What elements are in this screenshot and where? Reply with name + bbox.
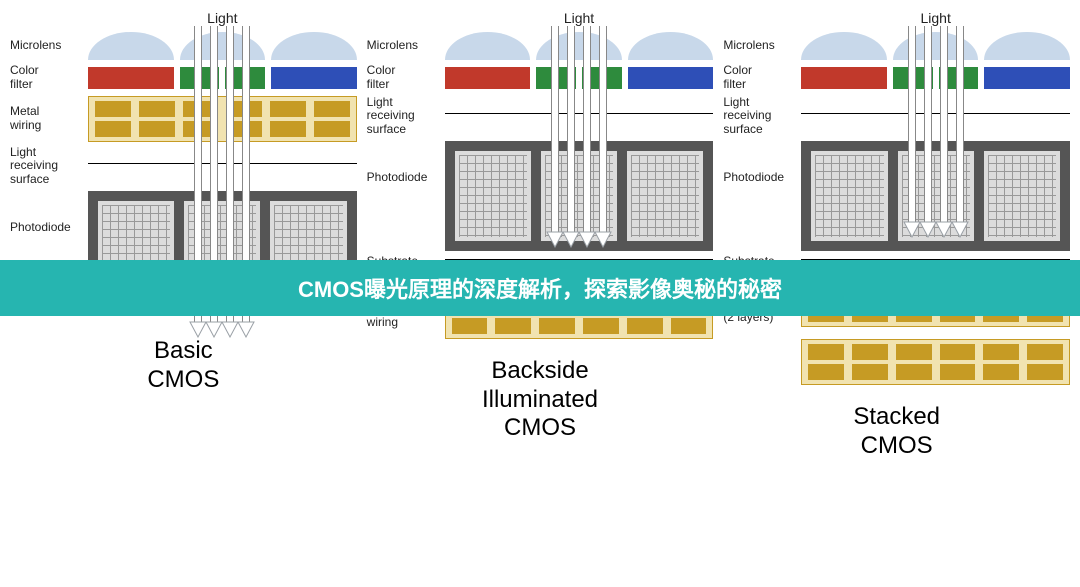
cf-red [801,67,887,89]
cf-blue [628,67,714,89]
microlens-label: Microlens [723,39,801,53]
arrow-head-icon [205,320,223,338]
lightrecv-art [88,163,357,169]
photodiode-cell [810,150,888,242]
microlens-art [445,32,714,60]
column-caption: BacksideIlluminatedCMOS [367,357,714,443]
light-label-row: Light [723,10,1070,28]
microlens [984,32,1070,60]
photodiode-row: Photodiode [723,141,1070,251]
microlens [271,32,357,60]
photodiode-cell [897,150,975,242]
photodiode-label: Photodiode [723,171,795,185]
microlens [893,32,979,60]
diagram-stage: LightMicrolensColorfilterMetalwiringLigh… [0,0,1080,460]
microlens [445,32,531,60]
light-label-row: Light [10,10,357,28]
metalwiring-block: Metalwiring [10,96,357,146]
light-label: Light [88,10,357,26]
column-caption: StackedCMOS [723,403,1070,461]
light-label: Light [801,10,1070,26]
colorfilter-art [88,67,357,89]
photodiode-label-wrap: Photodiode [10,191,88,235]
microlens-row: Microlens [723,32,1070,60]
photodiode-art [445,141,714,251]
microlens-label: Microlens [10,39,88,53]
metalwiring-art [801,339,1070,385]
microlens-row: Microlens [367,32,714,60]
lightrecv-label: Lightreceivingsurface [723,96,801,137]
microlens-art [801,32,1070,60]
lightrecv-label: Lightreceivingsurface [367,96,445,137]
colorfilter-row: Colorfilter [723,64,1070,92]
light-label-row: Light [367,10,714,28]
photodiode-cell [540,150,618,242]
column-bsi: LightMicrolens Colorfilter Lightreceivings… [367,10,714,460]
photodiode-cell [983,150,1061,242]
colorfilter-label: Colorfilter [10,64,88,92]
lightrecv-art [445,113,714,119]
title-banner: CMOS曝光原理的深度解析，探索影像奥秘的秘密 [0,260,1080,316]
photodiode-label-wrap: Photodiode [723,141,801,185]
microlens-row: Microlens [10,32,357,60]
colorfilter-art [445,67,714,89]
colorfilter-row: Colorfilter [367,64,714,92]
light-label: Light [445,10,714,26]
lightrecv-row: Lightreceivingsurface [367,96,714,137]
cf-green [180,67,266,89]
column-stacked: LightMicrolens Colorfilter Lightreceivings… [723,10,1070,460]
microlens [88,32,174,60]
photodiode-art [801,141,1070,251]
microlens [628,32,714,60]
lightrecv-label: Lightreceivingsurface [10,146,88,187]
column-caption: BasicCMOS [10,337,357,395]
arrow-head-icon [221,320,239,338]
colorfilter-row: Colorfilter [10,64,357,92]
photodiode-cell [454,150,532,242]
colorfilter-label: Colorfilter [723,64,801,92]
cf-green [893,67,979,89]
microlens-art [88,32,357,60]
metalwiring-row [723,339,1070,385]
lightrecv-row: Lightreceivingsurface [723,96,1070,137]
photodiode-label: Photodiode [10,221,82,235]
arrow-head-icon [189,320,207,338]
photodiode-cell [626,150,704,242]
cf-red [445,67,531,89]
cf-blue [271,67,357,89]
colorfilter-label: Colorfilter [367,64,445,92]
colorfilter-art [801,67,1070,89]
cf-blue [984,67,1070,89]
microlens [180,32,266,60]
cf-green [536,67,622,89]
metalwiring-art [88,96,357,142]
lightrecv-row: Lightreceivingsurface [10,146,357,187]
microlens-label: Microlens [367,39,445,53]
metalwiring-label: Metalwiring [10,105,88,133]
title-banner-text: CMOS曝光原理的深度解析，探索影像奥秘的秘密 [298,272,782,304]
photodiode-row: Photodiode [367,141,714,251]
photodiode-label-wrap: Photodiode [367,141,445,185]
metalwiring-row: Metalwiring [10,96,357,142]
photodiode-label: Photodiode [367,171,439,185]
cf-red [88,67,174,89]
microlens [801,32,887,60]
lightrecv-art [801,113,1070,119]
arrow-head-icon [237,320,255,338]
column-basic: LightMicrolens Colorfilter Metalwiring Ligh… [10,10,357,460]
microlens [536,32,622,60]
